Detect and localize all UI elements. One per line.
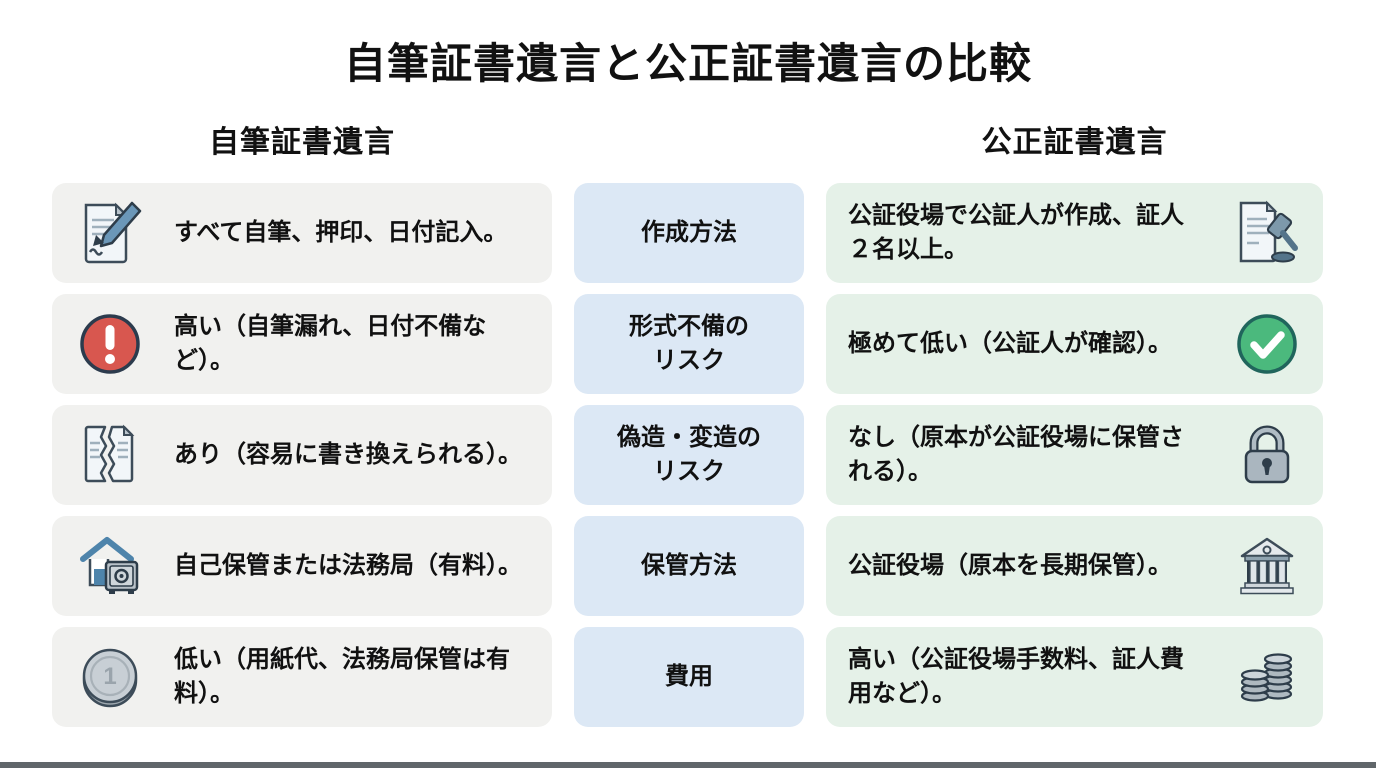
cell-text: 低い（用紙代、法務局保管は有料）。	[174, 645, 510, 707]
row-forgery-risk-left-card: あり（容易に書き換えられる）。	[52, 405, 552, 505]
category-card-cost: 費用	[574, 627, 804, 727]
row-forgery-risk-right-card: なし（原本が公証役場に保管される）。	[826, 405, 1323, 505]
svg-text:1: 1	[103, 663, 116, 690]
cell-text: 公証役場で公証人が作成、証人２名以上。	[848, 201, 1184, 263]
cell-text: なし（原本が公証役場に保管される）。	[848, 423, 1184, 485]
category-card-formal-risk: 形式不備の リスク	[574, 294, 804, 394]
category-label: 形式不備の リスク	[629, 313, 749, 374]
cell-text: すべて自筆、押印、日付記入。	[174, 218, 508, 246]
house-safe-icon	[76, 532, 144, 600]
row-storage-left-card: 自己保管または法務局（有料）。	[52, 516, 552, 616]
check-circle-icon	[1233, 310, 1301, 378]
row-cost-left-card: 1 低い（用紙代、法務局保管は有料）。	[52, 627, 552, 727]
category-card-forgery-risk: 偽造・変造の リスク	[574, 405, 804, 505]
cell-text: 自己保管または法務局（有料）。	[174, 551, 522, 579]
column-headers: 自筆証書遺言 公正証書遺言	[52, 117, 1376, 161]
alert-icon	[76, 310, 144, 378]
coin-icon: 1	[76, 643, 144, 711]
cell-text: 公証役場（原本を長期保管）。	[848, 551, 1172, 579]
row-formal-risk-right-card: 極めて低い（公証人が確認）。	[826, 294, 1323, 394]
row-cost-right-card: 高い（公証役場手数料、証人費用など）。	[826, 627, 1323, 727]
bank-icon	[1233, 532, 1301, 600]
padlock-icon	[1233, 421, 1301, 489]
row-storage-right-card: 公証役場（原本を長期保管）。	[826, 516, 1323, 616]
cell-text: 高い（公証役場手数料、証人費用など）。	[848, 645, 1184, 707]
bottom-edge-strip	[0, 762, 1376, 768]
category-label: 保管方法	[641, 552, 737, 580]
row-creation-right-card: 公証役場で公証人が作成、証人２名以上。	[826, 183, 1323, 283]
cell-text: 極めて低い（公証人が確認）。	[848, 329, 1172, 357]
cell-text: あり（容易に書き換えられる）。	[174, 440, 522, 468]
category-label: 偽造・変造の リスク	[617, 424, 761, 485]
cell-text: 高い（自筆漏れ、日付不備など）。	[174, 312, 487, 374]
row-creation-left-card: すべて自筆、押印、日付記入。	[52, 183, 552, 283]
category-label: 費用	[665, 663, 713, 691]
comparison-table: すべて自筆、押印、日付記入。 作成方法 公証役場で公証人が作成、証人２名以上。	[52, 183, 1376, 727]
category-card-creation: 作成方法	[574, 183, 804, 283]
left-column-header: 自筆証書遺言	[209, 126, 395, 159]
page-title: 自筆証書遺言と公正証書遺言の比較	[343, 40, 1032, 87]
category-label: 作成方法	[641, 219, 737, 247]
right-column-header: 公正証書遺言	[981, 126, 1168, 159]
document-pen-icon	[76, 199, 144, 267]
gavel-document-icon	[1233, 199, 1301, 267]
coins-stack-icon	[1233, 643, 1301, 711]
torn-document-icon	[76, 421, 144, 489]
row-formal-risk-left-card: 高い（自筆漏れ、日付不備など）。	[52, 294, 552, 394]
category-card-storage: 保管方法	[574, 516, 804, 616]
